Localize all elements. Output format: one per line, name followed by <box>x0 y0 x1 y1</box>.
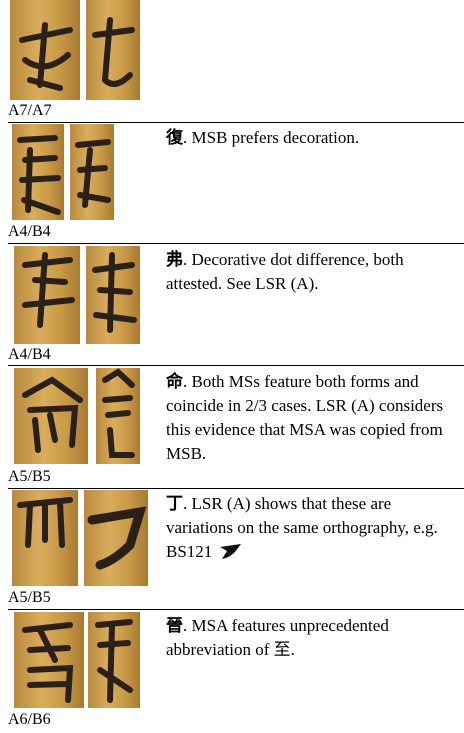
slip-label: A7/A7 <box>8 102 52 119</box>
note: . Decorative dot difference, both attest… <box>166 250 404 293</box>
slip-pair <box>12 124 114 220</box>
row-rule <box>8 609 464 610</box>
character: 命 <box>166 372 183 391</box>
row-rule <box>8 488 464 489</box>
note: . MSB prefers decoration. <box>183 128 360 147</box>
slip-label: A6/B6 <box>8 711 51 728</box>
row-rule <box>8 365 464 366</box>
row-text: 命. Both MSs feature both forms and coinc… <box>166 370 460 466</box>
slip-pair <box>14 368 140 464</box>
row-text: 丁. LSR (A) shows that these are variatio… <box>166 492 460 564</box>
glyph-sample <box>219 544 241 559</box>
slip-label: A5/B5 <box>8 589 51 606</box>
character: 丁 <box>166 494 183 513</box>
slip-pair <box>10 0 140 100</box>
note: . LSR (A) shows that these are variation… <box>166 494 438 561</box>
note: . MSA features unprecedented abbreviatio… <box>166 616 389 659</box>
row-text: 復. MSB prefers decoration. <box>166 126 460 150</box>
character: 弗 <box>166 250 183 269</box>
row-text: 弗. Decorative dot difference, both attes… <box>166 248 460 296</box>
row-rule <box>8 122 464 123</box>
note: . Both MSs feature both forms and coinci… <box>166 372 444 463</box>
slip-pair <box>12 490 148 586</box>
slip-pair <box>14 246 140 344</box>
character: 復 <box>166 128 183 147</box>
slip-label: A4/B4 <box>8 346 51 363</box>
row-rule <box>8 243 464 244</box>
slip-pair <box>14 612 140 708</box>
character: 晉 <box>166 616 183 635</box>
slip-label: A4/B4 <box>8 223 51 240</box>
row-text: 晉. MSA features unprecedented abbreviati… <box>166 614 460 662</box>
slip-label: A5/B5 <box>8 468 51 485</box>
